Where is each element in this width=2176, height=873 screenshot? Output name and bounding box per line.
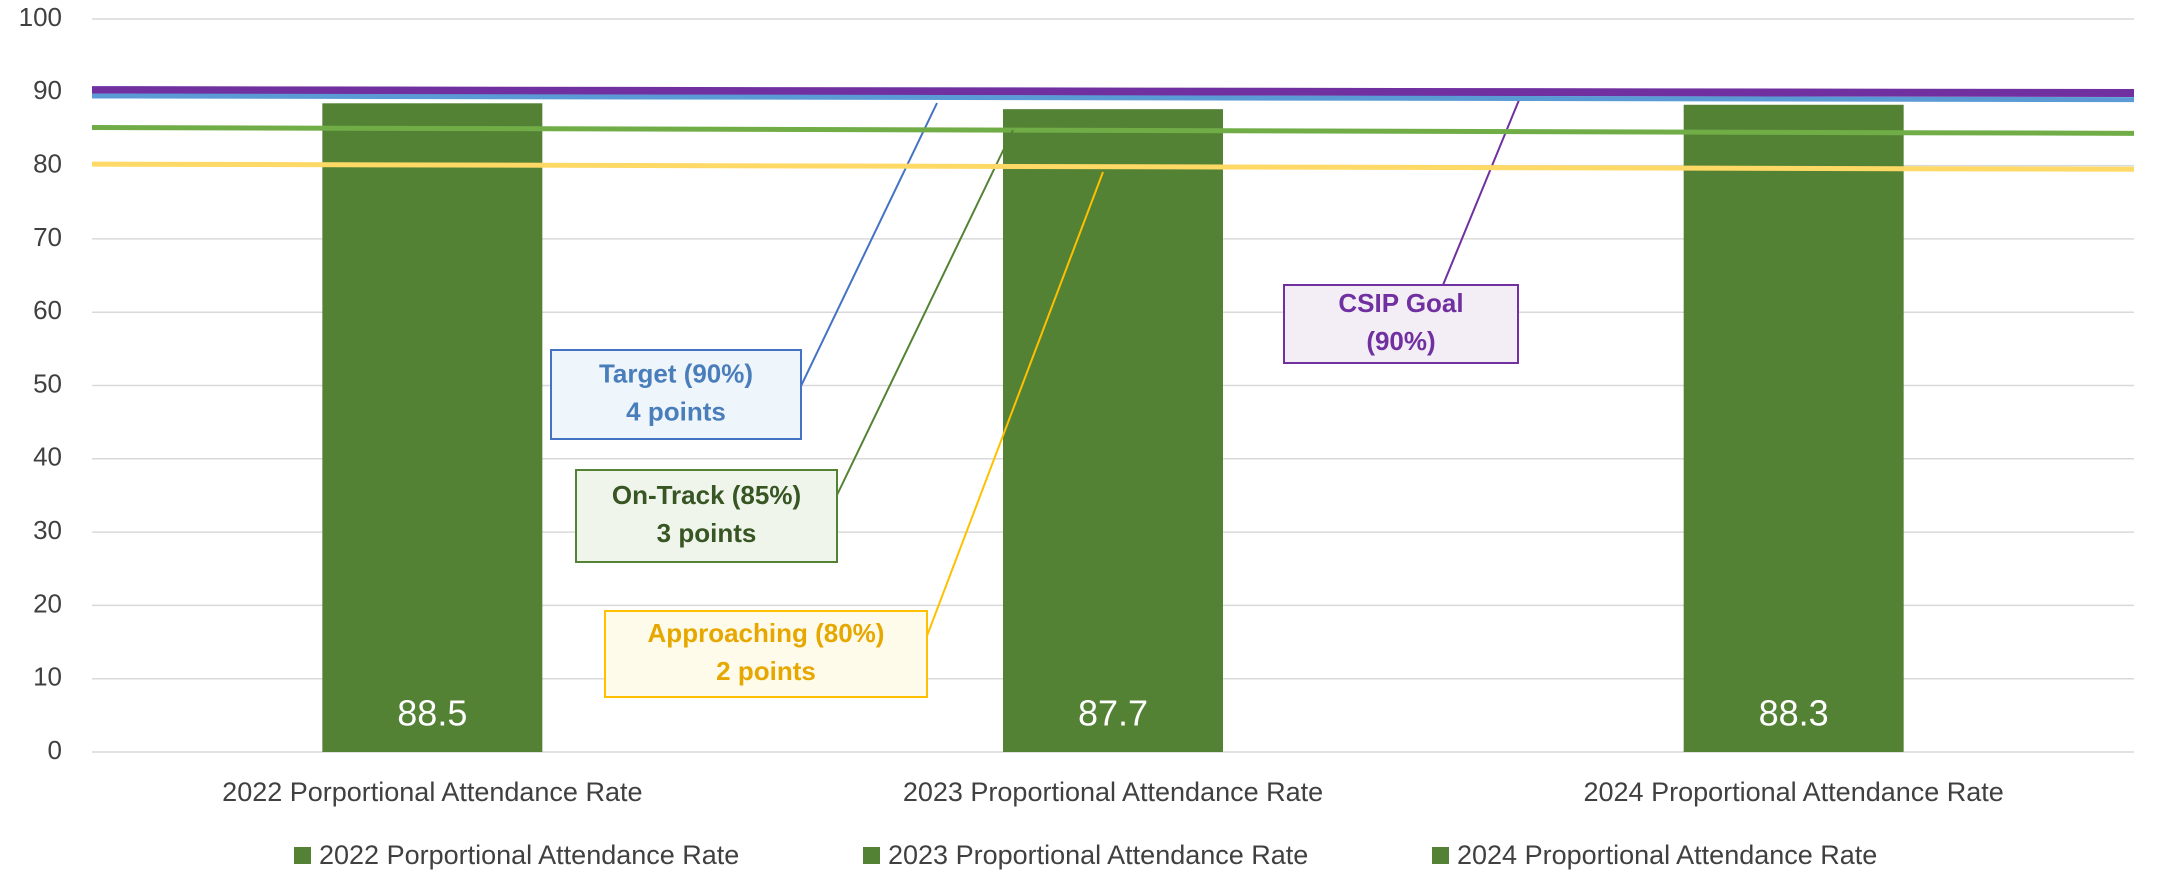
y-tick-label: 20 [33,588,62,618]
legend-label: 2024 Proportional Attendance Rate [1457,840,1877,870]
bar [1683,104,1904,753]
bar [322,103,543,753]
value-label: 88.5 [397,693,467,734]
y-tick-label: 70 [33,222,62,252]
y-tick-label: 10 [33,662,62,692]
annotation-text: 4 points [626,396,726,426]
annotation-text: On-Track (85%) [612,480,801,510]
legend-label: 2022 Porportional Attendance Rate [319,840,739,870]
y-tick-label: 50 [33,368,62,398]
y-tick-label: 90 [33,75,62,105]
legend-swatch [863,847,880,864]
annotation-text: CSIP Goal [1338,288,1463,318]
x-tick-label: 2023 Proportional Attendance Rate [903,777,1323,807]
y-tick-label: 100 [19,2,62,32]
leader-line [836,129,1014,496]
reference-line [91,124,2135,136]
annotation-text: Target (90%) [599,358,753,388]
legend-swatch [294,847,311,864]
bar [1003,109,1223,752]
value-label: 88.3 [1759,693,1829,734]
leader-line [926,171,1104,637]
annotation-box [550,349,802,440]
annotation-text: Approaching (80%) [648,618,885,648]
x-tick-label: 2022 Porportional Attendance Rate [222,777,642,807]
y-tick-label: 60 [33,295,62,325]
annotation-text: (90%) [1366,326,1435,356]
annotation-text: 2 points [716,656,816,686]
annotation-text: 3 points [657,518,757,548]
leader-line [1442,99,1520,286]
annotation-box [604,610,928,698]
reference-line [91,161,2135,172]
legend-label: 2023 Proportional Attendance Rate [888,840,1308,870]
y-tick-label: 30 [33,515,62,545]
y-tick-label: 0 [48,735,62,765]
x-tick-label: 2024 Proportional Attendance Rate [1584,777,2004,807]
leader-line [800,102,938,387]
value-label: 87.7 [1078,693,1148,734]
annotation-box [575,469,838,563]
legend-swatch [1432,847,1449,864]
annotation-box [1283,284,1519,364]
y-tick-label: 40 [33,442,62,472]
y-tick-label: 80 [33,148,62,178]
reference-line [91,93,2135,103]
reference-line [91,86,2135,98]
